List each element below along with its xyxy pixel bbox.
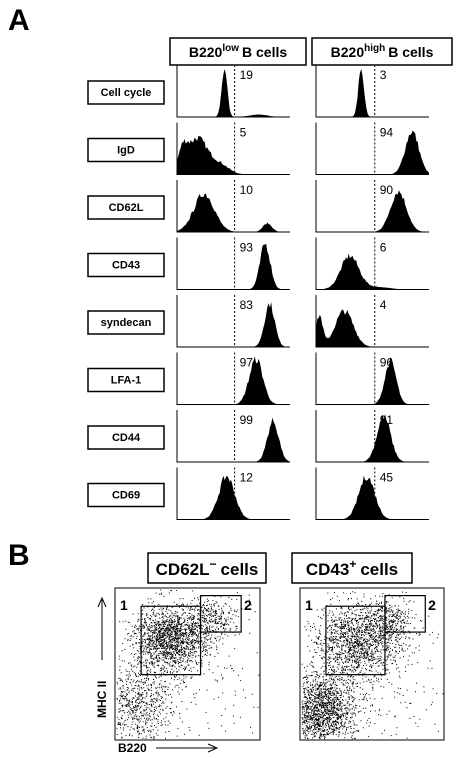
gate-label: 2	[428, 597, 436, 613]
histogram	[316, 253, 429, 290]
histogram	[316, 190, 429, 232]
header-sup: low	[222, 43, 239, 54]
percentage: 6	[380, 241, 387, 255]
title-box	[291, 552, 413, 584]
axis	[315, 65, 429, 118]
histogram	[316, 309, 429, 347]
y-arrow	[97, 596, 107, 660]
title-text: cells	[360, 560, 398, 579]
x-axis-label: B220	[118, 741, 147, 755]
gate-label: 1	[120, 597, 128, 613]
title-text: CD43	[306, 560, 349, 579]
marker-box	[87, 310, 165, 335]
marker-box	[87, 482, 165, 508]
percentage: 91	[380, 413, 394, 427]
header-box	[311, 37, 453, 66]
marker-label: CD43	[112, 260, 140, 272]
histogram	[177, 302, 290, 347]
scatter-dots	[116, 589, 260, 740]
histogram	[177, 356, 290, 405]
axis	[315, 352, 429, 405]
marker-label: syndecan	[101, 317, 152, 329]
marker-box	[87, 252, 165, 278]
histogram	[316, 357, 429, 405]
axis	[176, 65, 290, 118]
axis	[315, 237, 429, 290]
percentage: 4	[380, 298, 387, 312]
histogram	[177, 243, 290, 290]
marker-box	[87, 137, 165, 163]
marker-label: Cell cycle	[101, 87, 152, 99]
header-text: B220	[189, 44, 223, 60]
gate-box	[384, 594, 426, 633]
histogram	[316, 130, 429, 175]
title-sup: −	[210, 557, 217, 571]
y-axis-label: MHC II	[95, 681, 109, 718]
percentage: 83	[240, 298, 254, 312]
header-sup: high	[364, 43, 385, 54]
panel-label: A	[8, 4, 30, 37]
marker-label: CD62L	[109, 202, 144, 214]
marker-label: CD44	[112, 432, 141, 444]
histogram	[177, 475, 290, 520]
marker-box	[87, 80, 165, 105]
marker-label: LFA-1	[111, 375, 142, 387]
histogram	[316, 475, 429, 520]
title-text: cells	[221, 560, 259, 579]
gate-box	[140, 605, 202, 676]
histogram	[177, 136, 290, 175]
column-header: B220high B cells	[331, 43, 434, 60]
gate-box	[199, 594, 242, 633]
marker-label: CD69	[112, 490, 140, 502]
histogram	[316, 414, 429, 462]
title-sup: +	[349, 557, 356, 571]
plot-title: CD43+ cells	[306, 557, 398, 579]
title-text: CD62L	[156, 560, 210, 579]
axis	[176, 352, 290, 405]
marker-box	[87, 425, 165, 450]
percentage: 94	[380, 126, 394, 140]
percentage: 10	[240, 183, 254, 197]
scatter-dots	[301, 591, 444, 740]
percentage: 19	[240, 68, 254, 82]
header-box	[169, 37, 307, 66]
marker-box	[87, 195, 165, 220]
histogram	[177, 193, 290, 232]
plot-frame	[114, 587, 261, 741]
column-header: B220low B cells	[189, 43, 287, 60]
histogram	[316, 69, 429, 117]
histogram	[177, 69, 290, 117]
percentage: 12	[240, 471, 254, 485]
percentage: 93	[240, 241, 254, 255]
percentage: 99	[240, 413, 254, 427]
histogram	[177, 417, 290, 462]
header-text: B220	[331, 44, 365, 60]
percentage: 90	[380, 183, 394, 197]
x-arrow	[156, 743, 219, 753]
header-text: B cells	[388, 44, 433, 60]
plot-title: CD62L− cells	[156, 557, 259, 579]
percentage: 45	[380, 471, 394, 485]
gate-label: 2	[244, 597, 252, 613]
plot-frame	[299, 587, 445, 741]
percentage: 5	[240, 126, 247, 140]
percentage: 97	[240, 356, 254, 370]
panel-label: B	[8, 539, 30, 572]
gate-label: 1	[305, 597, 313, 613]
header-text: B cells	[242, 44, 287, 60]
marker-box	[87, 367, 165, 393]
marker-label: IgD	[117, 145, 135, 157]
percentage: 3	[380, 68, 387, 82]
title-box	[147, 552, 267, 584]
percentage: 96	[380, 356, 394, 370]
gate-box	[325, 605, 386, 676]
